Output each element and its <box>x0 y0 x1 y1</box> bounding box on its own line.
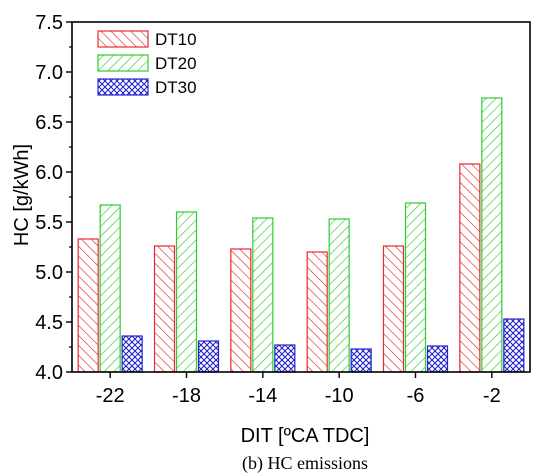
legend-label-dt30: DT30 <box>155 78 197 97</box>
x-axis-title: DIT [ºCA TDC] <box>241 425 370 447</box>
x-tick-label-4: -6 <box>407 385 425 407</box>
bar-dt10-0 <box>77 238 99 373</box>
x-tick-label-2: -14 <box>248 385 277 407</box>
bar-dt20-2 <box>252 217 274 373</box>
legend-swatch-dt20 <box>97 54 149 72</box>
x-tick-label-0: -22 <box>96 385 125 407</box>
bar-dt10-4 <box>382 245 405 373</box>
legend-label-dt20: DT20 <box>155 54 197 73</box>
bar-dt10-3 <box>306 251 328 373</box>
bar-dt20-0 <box>99 204 121 373</box>
y-tick-label-3: 5.5 <box>35 212 63 234</box>
y-tick-label-7: 7.5 <box>35 12 63 34</box>
bar-dt10-1 <box>153 245 176 373</box>
y-tick-label-1: 4.5 <box>35 312 63 334</box>
bar-dt20-1 <box>175 211 198 373</box>
bar-dt20-5 <box>481 97 503 373</box>
bar-dt20-3 <box>328 218 350 373</box>
y-tick-label-0: 4.0 <box>35 362 63 384</box>
bar-dt30-0 <box>121 335 143 373</box>
bar-dt10-5 <box>459 163 481 373</box>
bar-dt30-1 <box>197 340 220 373</box>
x-tick-label-1: -18 <box>172 385 201 407</box>
y-axis-title: HC [g/kWh] <box>11 144 33 246</box>
bar-dt10-2 <box>230 248 252 373</box>
legend: DT10 DT20 DT30 <box>97 30 197 97</box>
bar-dt30-5 <box>503 318 525 373</box>
bar-dt30-2 <box>274 344 296 373</box>
bar-dt30-3 <box>350 348 372 373</box>
bars-group <box>77 97 525 373</box>
figure-caption: (b) HC emissions <box>242 453 368 474</box>
x-tick-label-3: -10 <box>325 385 354 407</box>
axes-group: 4.0 4.5 5.0 5.5 6.0 6.5 7.0 7.5 -22 -18 -14 -10 -6 -2 <box>35 12 531 407</box>
y-tick-label-4: 6.0 <box>35 162 63 184</box>
y-tick-label-2: 5.0 <box>35 262 63 284</box>
x-tick-label-5: -2 <box>483 385 501 407</box>
bar-dt20-4 <box>404 202 427 373</box>
legend-label-dt10: DT10 <box>155 30 197 49</box>
legend-swatch-dt30 <box>97 78 149 96</box>
bar-dt30-4 <box>426 345 449 373</box>
legend-swatch-dt10 <box>97 30 149 48</box>
y-tick-label-5: 6.5 <box>35 112 63 134</box>
y-tick-label-6: 7.0 <box>35 62 63 84</box>
